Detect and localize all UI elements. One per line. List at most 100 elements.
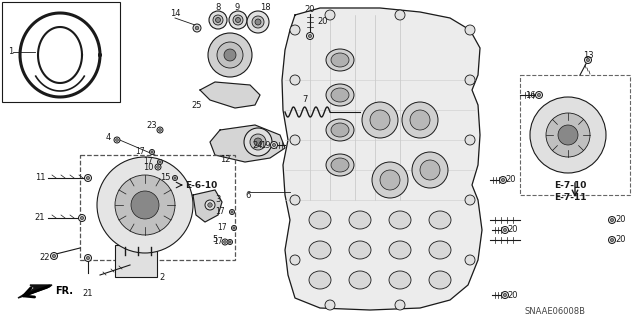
Text: 11: 11	[35, 174, 45, 182]
Circle shape	[412, 152, 448, 188]
Circle shape	[252, 16, 264, 28]
Text: 10: 10	[143, 162, 153, 172]
Ellipse shape	[429, 271, 451, 289]
Circle shape	[290, 75, 300, 85]
Circle shape	[244, 128, 272, 156]
Circle shape	[530, 97, 606, 173]
Circle shape	[208, 33, 252, 77]
Circle shape	[150, 150, 154, 154]
Text: 7: 7	[302, 95, 308, 105]
Text: FR.: FR.	[55, 286, 73, 296]
Text: 20: 20	[305, 5, 316, 14]
Circle shape	[174, 177, 176, 179]
Circle shape	[250, 134, 266, 150]
Text: 3: 3	[215, 196, 221, 204]
Circle shape	[307, 33, 314, 40]
Polygon shape	[282, 8, 482, 310]
Circle shape	[81, 216, 84, 219]
Polygon shape	[210, 125, 285, 162]
Ellipse shape	[326, 154, 354, 176]
Circle shape	[538, 93, 541, 97]
Circle shape	[216, 18, 221, 23]
Circle shape	[224, 49, 236, 61]
Circle shape	[465, 255, 475, 265]
Circle shape	[97, 157, 193, 253]
Circle shape	[247, 11, 269, 33]
Circle shape	[159, 129, 161, 131]
Text: 12: 12	[220, 155, 230, 165]
Text: 15: 15	[160, 174, 170, 182]
Circle shape	[501, 178, 504, 182]
Text: 21: 21	[83, 288, 93, 298]
Circle shape	[222, 239, 228, 245]
Ellipse shape	[349, 271, 371, 289]
Circle shape	[325, 10, 335, 20]
Ellipse shape	[331, 123, 349, 137]
Bar	[80, 155, 235, 260]
Text: 19: 19	[260, 140, 270, 150]
Circle shape	[395, 300, 405, 310]
Ellipse shape	[429, 211, 451, 229]
Ellipse shape	[349, 211, 371, 229]
Circle shape	[254, 138, 262, 146]
Ellipse shape	[389, 271, 411, 289]
Circle shape	[151, 151, 153, 153]
Text: 16: 16	[525, 91, 535, 100]
Circle shape	[420, 160, 440, 180]
Circle shape	[504, 293, 507, 297]
Circle shape	[213, 15, 223, 25]
Circle shape	[362, 102, 398, 138]
Circle shape	[114, 137, 120, 143]
Polygon shape	[18, 285, 52, 298]
Circle shape	[51, 253, 58, 259]
Text: 17: 17	[143, 158, 153, 167]
Circle shape	[86, 176, 90, 180]
Circle shape	[195, 26, 199, 30]
Circle shape	[233, 227, 235, 229]
Circle shape	[223, 241, 227, 243]
Circle shape	[229, 241, 231, 243]
Polygon shape	[193, 190, 222, 222]
Text: 6: 6	[245, 190, 251, 199]
Circle shape	[230, 210, 234, 214]
Circle shape	[465, 135, 475, 145]
Ellipse shape	[326, 49, 354, 71]
Circle shape	[271, 142, 278, 149]
Text: 20: 20	[505, 175, 515, 184]
Text: SNAAE06008B: SNAAE06008B	[525, 308, 586, 316]
Circle shape	[157, 127, 163, 133]
Circle shape	[499, 176, 506, 183]
Text: 8: 8	[215, 4, 221, 12]
Circle shape	[209, 11, 227, 29]
Circle shape	[325, 300, 335, 310]
Circle shape	[229, 11, 247, 29]
Circle shape	[155, 164, 161, 170]
Text: 14: 14	[170, 10, 180, 19]
Ellipse shape	[309, 241, 331, 259]
Bar	[2, 2, 120, 102]
Circle shape	[584, 56, 591, 63]
Circle shape	[536, 92, 543, 99]
Text: 22: 22	[40, 253, 51, 262]
Circle shape	[231, 211, 233, 213]
Circle shape	[465, 25, 475, 35]
Circle shape	[115, 175, 175, 235]
Circle shape	[273, 144, 276, 146]
Ellipse shape	[389, 211, 411, 229]
Circle shape	[116, 139, 118, 141]
Text: 24: 24	[253, 140, 263, 150]
Ellipse shape	[326, 84, 354, 106]
Text: 9: 9	[234, 4, 239, 12]
Circle shape	[380, 170, 400, 190]
Text: E-6-10: E-6-10	[185, 181, 217, 189]
Text: 17: 17	[217, 224, 227, 233]
Text: 17: 17	[135, 147, 145, 157]
Circle shape	[84, 174, 92, 182]
Text: 25: 25	[192, 100, 202, 109]
Circle shape	[290, 255, 300, 265]
Circle shape	[227, 240, 232, 244]
Text: 20: 20	[507, 226, 518, 234]
Circle shape	[546, 113, 590, 157]
Circle shape	[86, 256, 90, 260]
Ellipse shape	[349, 241, 371, 259]
